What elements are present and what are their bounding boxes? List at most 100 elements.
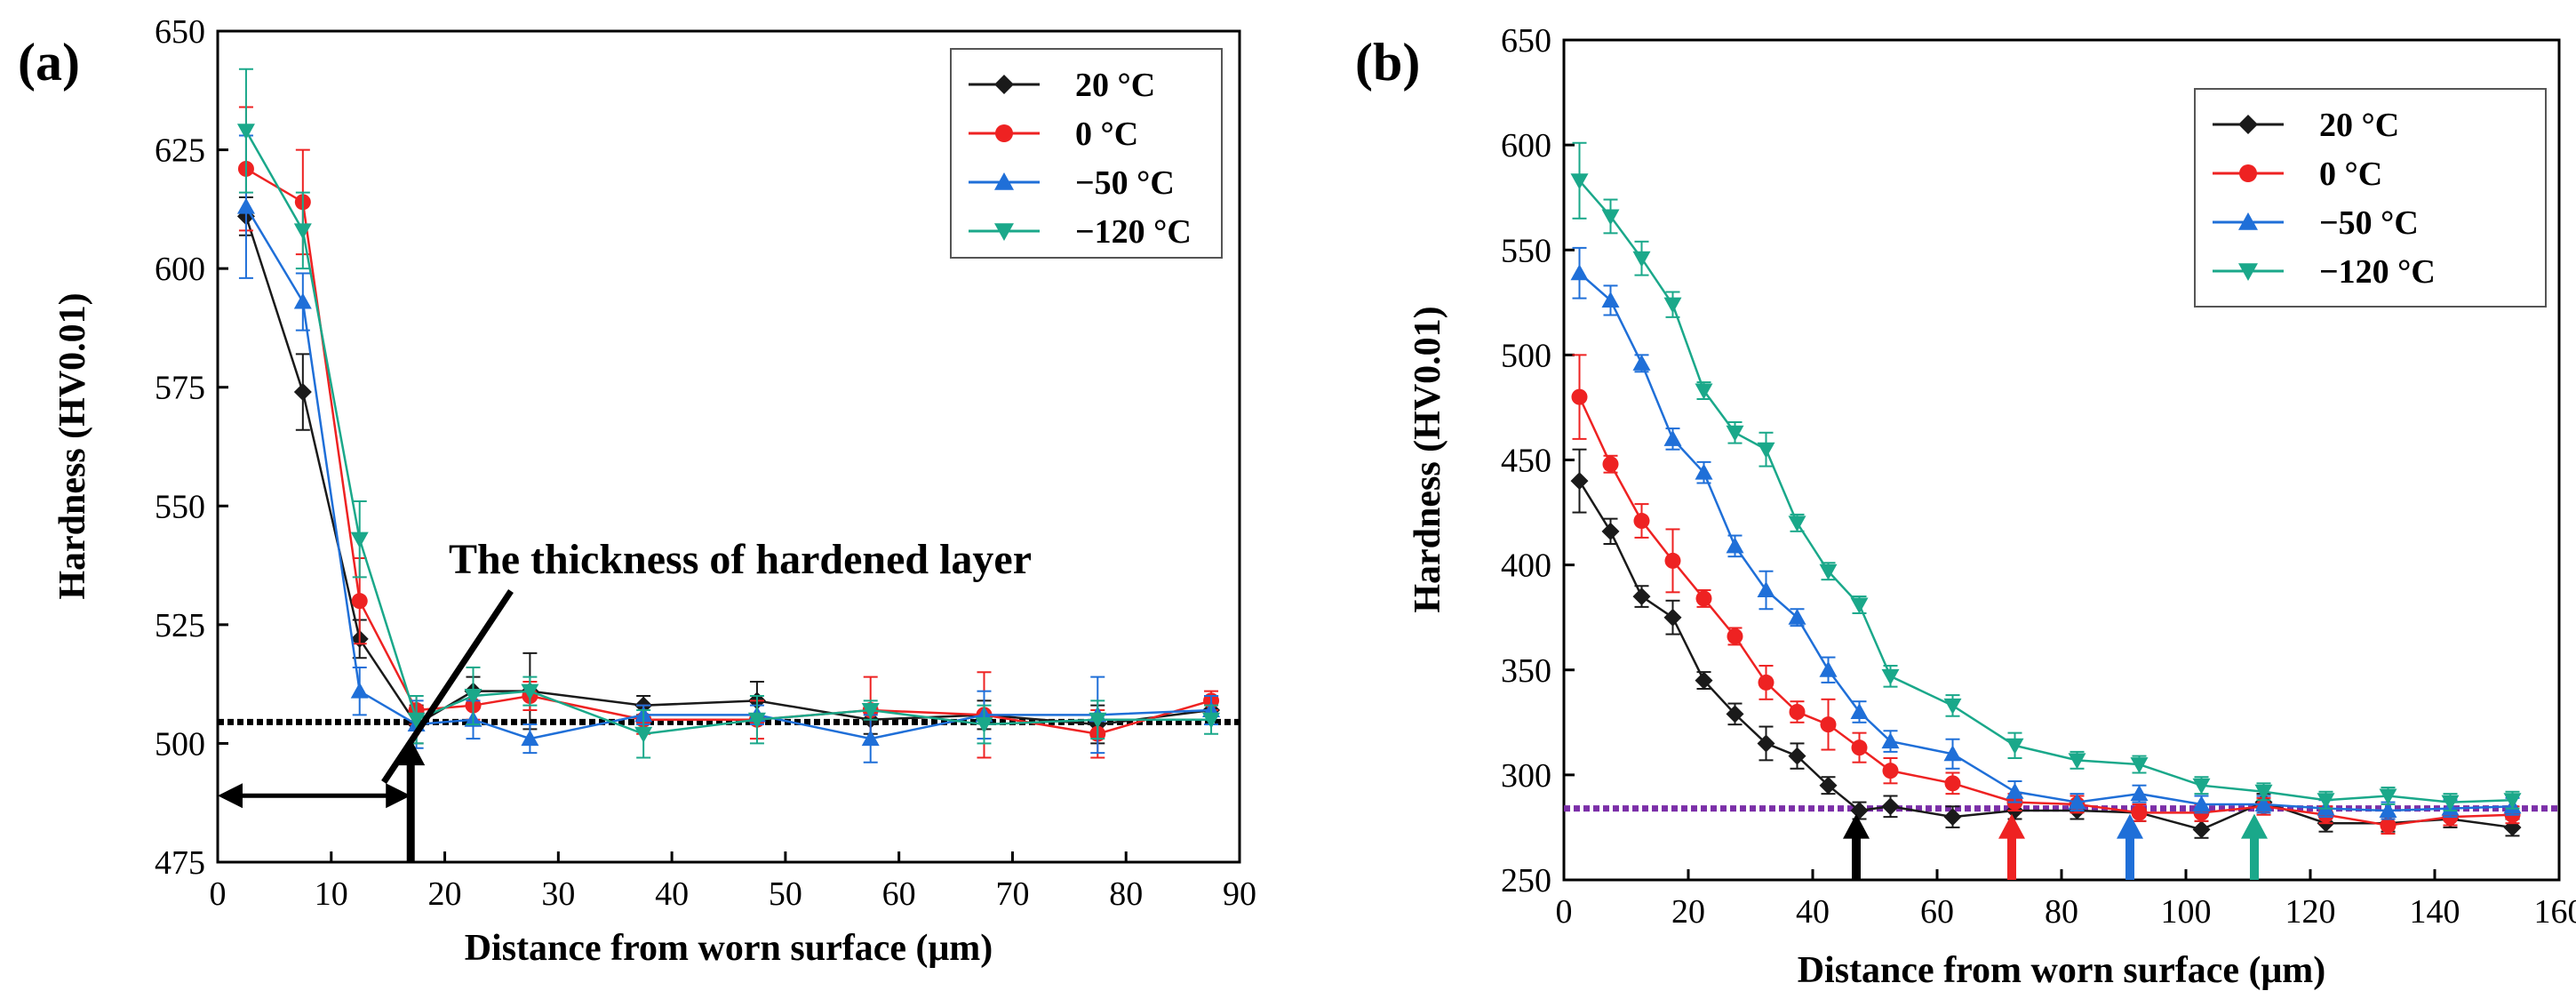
b-ytick-label: 250 [1501,862,1551,899]
panel-b-xlabel: Distance from worn surface (μm) [1798,950,2326,991]
panel-b-ylabel: Hardness (HV0.01) [1408,306,1448,612]
a-data-point [521,730,539,747]
b-series-3 [1570,141,2522,812]
b-data-point [1632,587,1651,606]
b-data-point [2317,793,2335,810]
b-series-line [1578,480,2513,831]
b-data-point [2006,738,2024,755]
b-data-point [2441,795,2460,811]
b-data-point [2254,784,2273,801]
b-data-point [1602,456,1619,473]
b-data-point [1632,354,1651,371]
b-data-point [2192,778,2211,795]
b-data-point [1881,668,1900,685]
a-data-point [351,593,368,610]
b-data-point [1757,580,1775,597]
panel-a: (a) 0 10 20 30 40 50 60 70 80 90 475 500 525 550 575 60… [18,13,1256,969]
a-series-line [245,167,1212,736]
b-data-point [1881,732,1900,749]
b-data-point [1695,383,1713,400]
a-ytick-label: 475 [155,844,205,882]
b-data-point [1663,297,1682,314]
a-legend-label: −120 °C [1075,213,1192,251]
b-ytick-label: 500 [1501,337,1551,374]
b-legend-marker [2238,263,2258,281]
a-xtick-label: 90 [1223,875,1256,913]
b-data-point [2131,804,2148,821]
b-data-point [1633,513,1650,530]
a-ytick-label: 500 [155,725,205,763]
b-legend-marker [2238,212,2258,230]
b-ytick-label: 600 [1501,127,1551,164]
b-series-1 [1571,354,2521,835]
a-legend-marker [994,223,1014,241]
b-legend-marker [2239,164,2257,182]
a-series-3 [236,68,1221,759]
threshold-arrow-head [2117,813,2143,839]
b-data-point [1820,716,1837,733]
panel-b: (b) 0 20 40 60 80 100 120 140 160 250 300 350 400 450… [1355,22,2576,991]
b-data-point [1695,463,1713,480]
a-legend-label: 0 °C [1075,116,1138,153]
a-xtick-label: 80 [1109,875,1143,913]
b-data-point [1819,563,1838,580]
b-data-point [1789,704,1806,720]
a-legend-marker [995,124,1013,142]
b-data-point [1571,388,1588,405]
b-data-point [1851,739,1868,756]
b-legend-label: 0 °C [2319,156,2382,193]
b-ytick-label: 350 [1501,652,1551,690]
b-data-point [1601,522,1620,540]
b-data-point [1727,627,1743,644]
panel-a-annotation: The thickness of hardened layer [449,536,1032,583]
b-legend-label: 20 °C [2319,107,2399,144]
b-legend-label: −120 °C [2319,253,2436,291]
b-series-line [1578,396,2513,827]
b-data-point [2006,782,2024,799]
a-legend-marker [994,172,1014,190]
b-xtick-label: 160 [2534,893,2576,931]
b-ytick-label: 450 [1501,443,1551,480]
panel-a-ylabel: Hardness (HV0.01) [52,292,93,599]
b-data-point [1850,703,1869,719]
b-data-point [2380,817,2397,834]
b-data-point [1943,745,1962,762]
a-ytick-label: 525 [155,607,205,644]
panel-b-label: (b) [1355,33,1420,92]
b-data-point [1726,425,1744,442]
b-series-2 [1570,246,2522,820]
a-data-point [293,223,312,240]
b-series-line [1578,272,2513,812]
threshold-arrow-head [2241,813,2268,839]
b-xtick-label: 60 [1920,893,1954,931]
b-xtick-label: 120 [2285,893,2336,931]
b-xtick-label: 140 [2410,893,2460,931]
b-xtick-label: 80 [2045,893,2078,931]
a-data-point [634,726,653,743]
b-xtick-label: 20 [1671,893,1705,931]
a-ytick-label: 650 [155,13,205,51]
b-ytick-label: 550 [1501,232,1551,269]
b-data-point [2254,795,2273,811]
a-data-point [464,689,483,705]
panel-a-plot-frame [216,29,1241,864]
a-legend-label: 20 °C [1075,67,1155,104]
b-data-point [1819,660,1838,677]
a-series-0 [236,196,1221,745]
b-data-point [1788,515,1806,532]
a-legend-label: −50 °C [1075,164,1175,202]
b-data-point [1632,251,1651,268]
a-xtick-label: 30 [541,875,575,913]
b-data-point [2192,795,2211,811]
a-data-point [236,124,255,140]
b-data-point [1757,442,1775,459]
b-data-point [1726,537,1744,554]
b-data-point [1570,264,1589,281]
vertical-arrow-head [396,739,426,766]
a-data-point [861,730,880,747]
b-data-point [1757,734,1775,753]
b-data-point [2379,802,2397,819]
b-data-point [1664,552,1681,569]
b-data-point [1663,429,1682,446]
